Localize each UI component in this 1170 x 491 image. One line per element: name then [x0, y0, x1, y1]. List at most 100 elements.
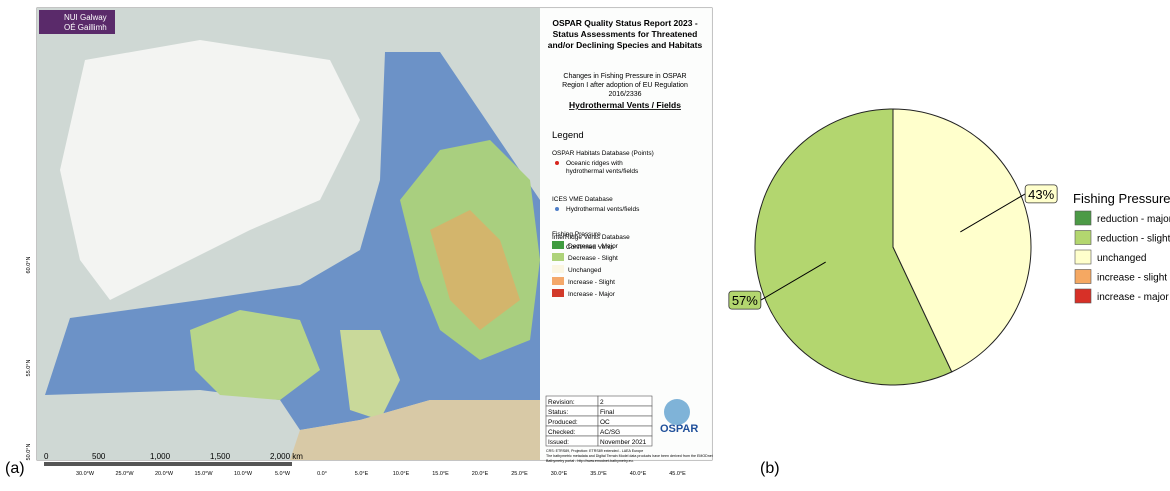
greenland	[60, 40, 360, 300]
logo-text: OÉ Gaillimh	[64, 23, 107, 32]
pressure-item: Increase - Major	[568, 291, 616, 298]
map-title: and/or Declining Species and Habitats	[548, 40, 703, 50]
map-title: OSPAR Quality Status Report 2023 -	[552, 18, 697, 28]
logo-box	[39, 10, 115, 34]
map-footer: The bathymetric metadata and Digital Ter…	[546, 454, 713, 458]
map-footer: Bathymetry portal - http://www.emodnet-b…	[546, 459, 634, 463]
label-box	[728, 290, 762, 310]
uk	[340, 330, 400, 420]
table-text: Issued:	[548, 439, 569, 446]
legend-label: reduction - major	[1097, 214, 1170, 225]
lat-label: 50.0°N	[26, 444, 32, 461]
table-text: Produced:	[548, 419, 578, 426]
pressure-item: Unchanged	[568, 267, 602, 274]
pressure-item: Decrease - Major	[568, 243, 619, 250]
table-text: AC/SG	[600, 429, 620, 436]
legend-label: reduction - slight	[1097, 234, 1170, 245]
scale-label: 1,500	[210, 452, 231, 461]
land-pressure	[430, 210, 520, 330]
legend-item: Hydrothermal vents/fields	[566, 206, 640, 213]
pressure-swatch	[552, 265, 564, 273]
map-description: Changes in Fishing Pressure in OSPAR	[563, 73, 686, 80]
legend-swatch	[1074, 288, 1092, 304]
lon-label: 15.0°W	[194, 471, 213, 477]
lon-label: 25.0°W	[115, 471, 134, 477]
table-text: Revision:	[548, 399, 575, 406]
value-label: 57%	[732, 293, 758, 308]
lon-label: 5.0°E	[355, 471, 369, 477]
legend-dot	[555, 161, 559, 165]
lon-label: 25.0°E	[511, 471, 528, 477]
table-cell	[597, 435, 653, 447]
europe	[290, 400, 540, 460]
legend-item: hydrothermal vents/fields	[566, 168, 639, 175]
map-title: Status Assessments for Threatened	[553, 29, 698, 39]
pie-slice	[892, 108, 1032, 373]
lon-label: 45.0°E	[669, 471, 686, 477]
legend-heading: OSPAR Habitats Database (Points)	[552, 150, 654, 157]
pressure-item: Decrease - Slight	[568, 255, 618, 262]
legend-title: Fishing Pressure	[1073, 191, 1170, 206]
scale-label: 0	[44, 452, 49, 461]
scale-label: 1,000	[150, 452, 171, 461]
legend-heading: InterRidge Vents Database	[552, 234, 630, 241]
ospar-logo: OSPAR	[660, 423, 698, 435]
table-text: Checked:	[548, 429, 576, 436]
legend-dot	[555, 207, 559, 211]
pressure-swatch	[552, 277, 564, 285]
pie-slice	[754, 108, 953, 386]
lon-label: 35.0°E	[590, 471, 607, 477]
legend-swatch	[1074, 249, 1092, 265]
map-legend-title: Legend	[552, 130, 584, 141]
leader-line	[960, 193, 1026, 233]
logo-text: NUI Galway	[64, 13, 107, 22]
legend-swatch	[1074, 230, 1092, 245]
panel-label: (a)	[5, 460, 25, 477]
iceland	[190, 310, 320, 400]
label-box	[1024, 184, 1058, 204]
panel-label: (b)	[760, 460, 780, 477]
lon-label: 10.0°E	[393, 471, 410, 477]
table-text: 2	[600, 399, 604, 406]
pressure-swatch	[552, 289, 564, 297]
pressure-heading: Fishing Pressure	[552, 231, 601, 238]
value-label: 43%	[1028, 187, 1054, 202]
lon-label: 40.0°E	[630, 471, 647, 477]
pressure-item: Increase - Slight	[568, 279, 615, 286]
legend-heading: ICES VME Database	[552, 196, 613, 203]
leader-line	[760, 261, 826, 301]
lon-label: 20.0°E	[472, 471, 489, 477]
pressure-swatch	[552, 253, 564, 261]
table-text: Status:	[548, 409, 568, 416]
lon-label: 30.0°W	[76, 471, 95, 477]
map-footer: CRS: ETRS89, Projection: ETRS89 extended…	[546, 449, 643, 453]
scale-label: 500	[92, 452, 106, 461]
lon-label: 15.0°E	[432, 471, 449, 477]
table-text: November 2021	[600, 439, 647, 446]
map-subtitle: Hydrothermal Vents / Fields	[569, 100, 681, 110]
lon-label: 0.0°	[317, 471, 327, 477]
lon-label: 5.0°W	[275, 471, 291, 477]
legend-label: unchanged	[1097, 253, 1147, 264]
legend-swatch	[1074, 210, 1092, 226]
scale-label: 2,000 km	[270, 452, 303, 461]
legend-item: Confirmed Vents	[566, 244, 615, 251]
table-cell	[597, 395, 653, 407]
pressure-swatch	[552, 241, 564, 249]
lon-label: 20.0°W	[155, 471, 174, 477]
legend-label: increase - major	[1097, 292, 1169, 303]
lat-label: 60.0°N	[26, 257, 32, 274]
map-legend-panel	[540, 8, 712, 460]
ospar-region	[45, 52, 540, 430]
legend-item: Oceanic ridges with	[566, 160, 623, 167]
ospar-emblem	[664, 399, 690, 425]
map-description: 2016/2336	[608, 91, 641, 98]
scale-bar	[44, 462, 292, 466]
lon-label: 10.0°W	[234, 471, 253, 477]
table-text: OC	[600, 419, 610, 426]
lon-label: 30.0°E	[551, 471, 568, 477]
map-description: Region I after adoption of EU Regulation	[562, 82, 688, 89]
legend-label: increase - slight	[1097, 273, 1167, 284]
table-text: Final	[600, 409, 615, 416]
